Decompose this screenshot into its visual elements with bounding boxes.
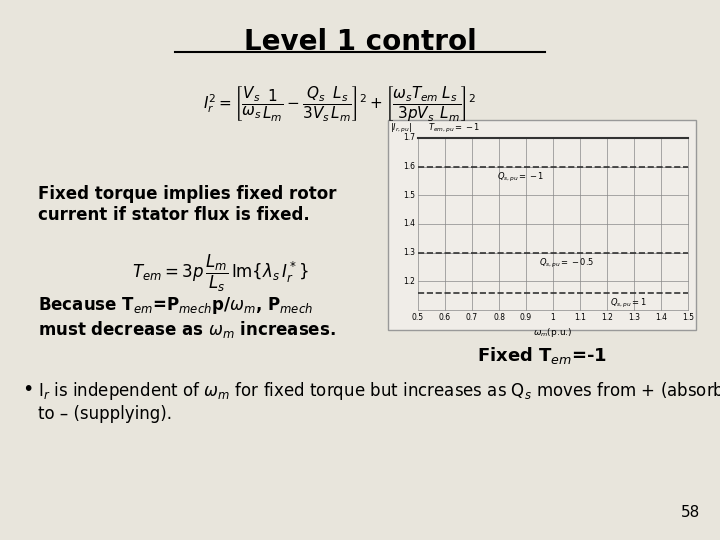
Text: $I_r^2 = \left[\dfrac{V_s}{\omega_s}\dfrac{1}{L_m} - \dfrac{Q_s}{3V_s}\dfrac{L_s: $I_r^2 = \left[\dfrac{V_s}{\omega_s}\dfr…: [204, 85, 477, 124]
Text: 1.2: 1.2: [601, 313, 613, 322]
Text: 0.8: 0.8: [493, 313, 505, 322]
Text: 0.6: 0.6: [439, 313, 451, 322]
Text: 1.4: 1.4: [403, 219, 415, 228]
Text: 1: 1: [551, 313, 555, 322]
Text: $Q_{s,pu}=-0.5$: $Q_{s,pu}=-0.5$: [539, 256, 594, 270]
Text: $|I_{r,pu}|$: $|I_{r,pu}|$: [390, 122, 412, 135]
Text: Because T$_{em}$=P$_{mech}$p/$\omega_m$, P$_{mech}$
must decrease as $\omega_m$ : Because T$_{em}$=P$_{mech}$p/$\omega_m$,…: [38, 295, 336, 340]
Text: $T_{em,pu}=-1$: $T_{em,pu}=-1$: [428, 122, 480, 135]
Text: 1.1: 1.1: [574, 313, 586, 322]
Text: 1.5: 1.5: [403, 191, 415, 200]
Text: Level 1 control: Level 1 control: [243, 28, 477, 56]
Text: I$_r$ is independent of $\omega_m$ for fixed torque but increases as Q$_s$ moves: I$_r$ is independent of $\omega_m$ for f…: [38, 380, 720, 423]
Text: $\omega_m$(p.u.): $\omega_m$(p.u.): [534, 326, 572, 339]
Text: 1.3: 1.3: [403, 248, 415, 257]
Bar: [388, 120, 696, 330]
Text: 1.3: 1.3: [628, 313, 640, 322]
Text: 1.5: 1.5: [682, 313, 694, 322]
Text: 1.2: 1.2: [403, 277, 415, 286]
Text: •: •: [22, 380, 33, 399]
Text: Fixed T$_{em}$=-1: Fixed T$_{em}$=-1: [477, 345, 607, 366]
Text: 1.4: 1.4: [655, 313, 667, 322]
Text: $Q_{s,pu}=1$: $Q_{s,pu}=1$: [610, 297, 647, 310]
Text: 58: 58: [680, 505, 700, 520]
Text: 0.7: 0.7: [466, 313, 478, 322]
Text: 1.7: 1.7: [403, 133, 415, 143]
Text: $T_{em} = 3p\,\dfrac{L_m}{L_s}\,\mathrm{Im}\{\lambda_s\, I_r^*\}$: $T_{em} = 3p\,\dfrac{L_m}{L_s}\,\mathrm{…: [132, 253, 308, 294]
Text: $Q_{s,pu}=-1$: $Q_{s,pu}=-1$: [497, 171, 544, 184]
Text: 0.9: 0.9: [520, 313, 532, 322]
Text: 0.5: 0.5: [412, 313, 424, 322]
Text: 1.6: 1.6: [403, 162, 415, 171]
Text: Fixed torque implies fixed rotor
current if stator flux is fixed.: Fixed torque implies fixed rotor current…: [38, 185, 336, 224]
